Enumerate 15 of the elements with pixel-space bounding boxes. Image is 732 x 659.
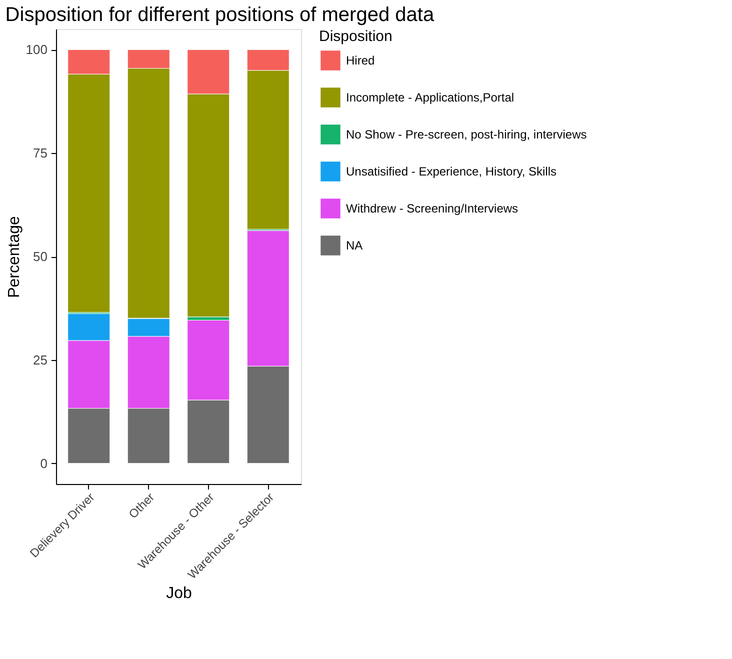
legend-label: Withdrew - Screening/Interviews bbox=[346, 202, 518, 216]
chart-title: Disposition for different positions of merged data bbox=[5, 4, 435, 26]
legend-label: Unsatisified - Experience, History, Skills bbox=[346, 164, 557, 178]
x-axis-title: Job bbox=[166, 585, 192, 602]
y-axis-title: Percentage bbox=[6, 216, 23, 298]
y-tick-label: 100 bbox=[26, 42, 48, 58]
y-tick-label: 25 bbox=[33, 352, 48, 368]
legend-label: No Show - Pre-screen, post-hiring, interviews bbox=[346, 128, 587, 142]
y-tick-label: 75 bbox=[33, 146, 48, 161]
y-tick-label: 50 bbox=[33, 249, 48, 264]
legend-title: Disposition bbox=[319, 28, 392, 45]
legend-label: NA bbox=[346, 238, 363, 252]
y-tick-label: 0 bbox=[40, 456, 48, 471]
legend-label: Incomplete - Applications,Portal bbox=[346, 90, 514, 104]
legend-label: Hired bbox=[346, 54, 375, 68]
